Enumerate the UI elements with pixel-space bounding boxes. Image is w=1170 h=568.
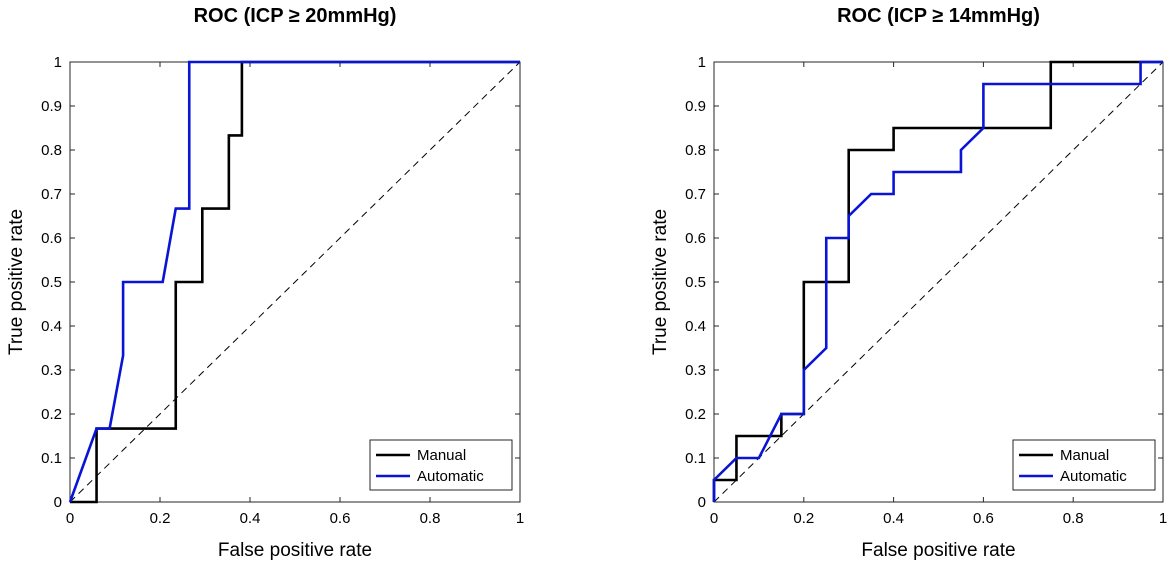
chart-1-xtick-label: 0.4 [240,510,261,527]
chart-1-series-automatic [68,60,520,503]
chart-1-ytick-label: 0.1 [41,450,62,467]
chart-2-xtick-label: 0.2 [793,510,814,527]
chart-2-ytick-label: 0.2 [685,406,706,423]
chart-1: ROC (ICP ≥ 20mmHg) 0 0.2 0.4 0.6 0.8 1 0 0.1 0.2 0… [6,5,524,561]
chart-1-xtick-label: 1 [516,510,524,527]
chart-2-ytick-label: 0.4 [685,318,706,335]
chart-2-legend-label-manual: Manual [1060,447,1109,464]
chart-1-ytick-label: 0.7 [41,186,62,203]
chart-1-title: ROC (ICP ≥ 20mmHg) [194,5,397,27]
chart-2-xtick-label: 0.4 [883,510,904,527]
chart-1-ytick-label: 0.3 [41,362,62,379]
chart-2-ytick-label: 0.1 [685,450,706,467]
chart-2-legend-label-automatic: Automatic [1060,468,1127,485]
chart-2-legend: Manual Automatic [1012,439,1156,491]
chart-2-ytick-label: 0 [698,494,706,511]
chart-1-series-chance [69,61,521,503]
chart-2-ytick-label: 1 [698,54,706,71]
chart-2-series-manual [712,60,1163,502]
chart-1-ytick-label: 0.4 [41,318,62,335]
chart-2-xtick-label: 0.6 [973,510,994,527]
chart-2-ytick-label: 0.6 [685,230,706,247]
chart-1-xtick-label: 0.6 [330,510,351,527]
chart-2-ytick-label: 0.8 [685,142,706,159]
chart-2-legend-box [1012,439,1156,491]
chart-2-ytick-label: 0.9 [685,98,706,115]
chart-1-legend-label-manual: Manual [417,447,466,464]
chart-2-ylabel: True positive rate [650,209,671,355]
chart-2-xlabel: False positive rate [861,540,1015,561]
chart-1-ytick-label: 0 [54,494,62,511]
chart-2-series-chance [713,61,1164,503]
chart-1-legend-label-automatic: Automatic [417,468,484,485]
chart-1-xlabel: False positive rate [218,540,372,561]
chart-1-legend: Manual Automatic [369,439,513,491]
chart-2-ytick-label: 0.5 [685,274,706,291]
chart-1-ylabel: True positive rate [6,209,27,355]
chart-1-xtick-label: 0 [66,510,74,527]
chart-2-ytick-label: 0.3 [685,362,706,379]
chart-1-legend-box [369,439,513,491]
chart-2-xtick-label: 0 [710,510,718,527]
chart-1-xtick-label: 0.8 [420,510,441,527]
chart-2: ROC (ICP ≥ 14mmHg) 0 0.2 0.4 0.6 0.8 1 0 0.1 0.2 0… [650,5,1167,561]
chart-1-series-manual [70,60,520,504]
chart-2-xtick-label: 1 [1159,510,1167,527]
chart-1-xtick-label: 0.2 [150,510,171,527]
chart-2-title: ROC (ICP ≥ 14mmHg) [837,5,1040,27]
chart-1-ytick-label: 0.8 [41,142,62,159]
chart-1-ytick-label: 0.2 [41,406,62,423]
chart-1-ytick-label: 0.6 [41,230,62,247]
chart-2-ytick-label: 0.7 [685,186,706,203]
chart-1-ytick-label: 1 [54,54,62,71]
chart-2-series-automatic [712,60,1163,502]
chart-1-ytick-label: 0.9 [41,98,62,115]
chart-1-ytick-label: 0.5 [41,274,62,291]
chart-2-xtick-label: 0.8 [1063,510,1084,527]
